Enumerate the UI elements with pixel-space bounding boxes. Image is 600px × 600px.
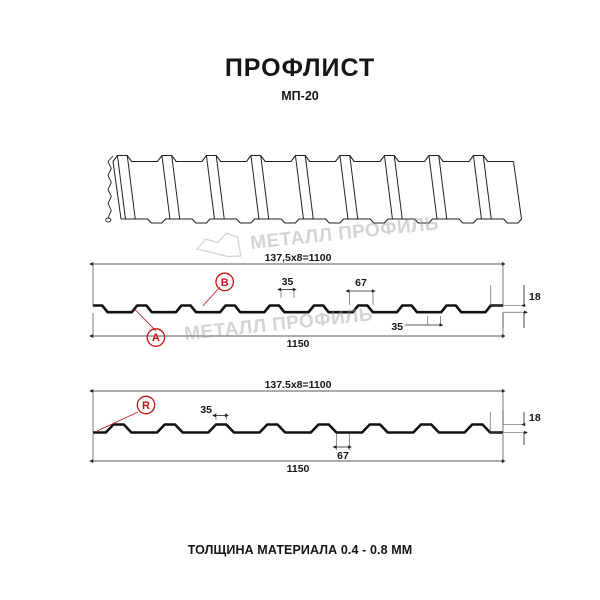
svg-text:МЕТАЛЛ ПРОФИЛЬ: МЕТАЛЛ ПРОФИЛЬ (183, 304, 374, 345)
svg-text:МЕТАЛЛ ПРОФИЛЬ: МЕТАЛЛ ПРОФИЛЬ (249, 213, 440, 254)
